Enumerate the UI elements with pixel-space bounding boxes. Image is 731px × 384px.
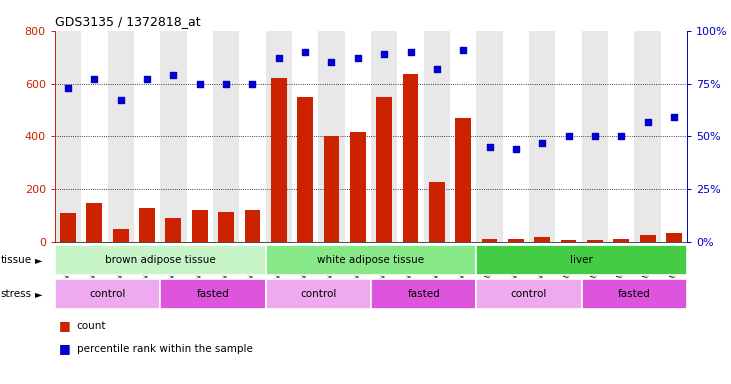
Bar bbox=[81, 31, 107, 242]
Bar bbox=[508, 239, 524, 242]
Bar bbox=[192, 210, 208, 242]
Bar bbox=[582, 31, 608, 242]
Bar bbox=[86, 203, 102, 242]
Point bbox=[510, 146, 522, 152]
Point bbox=[141, 76, 153, 83]
Point bbox=[220, 81, 232, 87]
Point bbox=[668, 114, 680, 121]
Text: fasted: fasted bbox=[407, 289, 440, 299]
Bar bbox=[160, 279, 265, 309]
Point bbox=[537, 140, 548, 146]
Text: brown adipose tissue: brown adipose tissue bbox=[105, 255, 216, 265]
Bar bbox=[477, 31, 503, 242]
Point bbox=[458, 47, 469, 53]
Bar bbox=[298, 97, 313, 242]
Text: tissue: tissue bbox=[1, 255, 32, 265]
Point bbox=[167, 72, 179, 78]
Point bbox=[642, 118, 654, 124]
Text: control: control bbox=[511, 289, 548, 299]
Bar bbox=[265, 31, 292, 242]
Text: stress: stress bbox=[1, 289, 32, 299]
Bar bbox=[661, 31, 687, 242]
Text: white adipose tissue: white adipose tissue bbox=[317, 255, 425, 265]
Bar bbox=[55, 279, 160, 309]
Bar bbox=[398, 31, 424, 242]
Point bbox=[62, 85, 74, 91]
Bar bbox=[403, 74, 418, 242]
Bar bbox=[450, 31, 477, 242]
Bar bbox=[139, 208, 155, 242]
Text: ■: ■ bbox=[58, 342, 70, 355]
Bar bbox=[324, 136, 339, 242]
Text: liver: liver bbox=[570, 255, 593, 265]
Text: control: control bbox=[89, 289, 126, 299]
Bar bbox=[113, 229, 129, 242]
Text: fasted: fasted bbox=[197, 289, 230, 299]
Bar bbox=[134, 31, 160, 242]
Bar bbox=[371, 31, 398, 242]
Bar bbox=[376, 97, 392, 242]
Bar bbox=[608, 31, 635, 242]
Bar bbox=[455, 118, 471, 242]
Point bbox=[616, 133, 627, 139]
Point bbox=[484, 144, 496, 150]
Point bbox=[379, 51, 390, 57]
Bar bbox=[318, 31, 344, 242]
Bar bbox=[271, 78, 287, 242]
Bar bbox=[640, 235, 656, 242]
Bar bbox=[186, 31, 213, 242]
Bar bbox=[635, 31, 661, 242]
Bar bbox=[165, 218, 181, 242]
Bar bbox=[344, 31, 371, 242]
Point bbox=[88, 76, 100, 83]
Bar bbox=[666, 233, 682, 242]
Point bbox=[115, 98, 126, 104]
Point bbox=[273, 55, 284, 61]
Bar bbox=[244, 210, 260, 242]
Bar bbox=[292, 31, 318, 242]
Point bbox=[246, 81, 258, 87]
Bar bbox=[55, 31, 81, 242]
Bar bbox=[587, 240, 603, 242]
Point bbox=[194, 81, 205, 87]
Bar bbox=[582, 279, 687, 309]
Point bbox=[563, 133, 575, 139]
Point bbox=[589, 133, 601, 139]
Text: ►: ► bbox=[35, 255, 42, 265]
Bar bbox=[482, 239, 497, 242]
Bar bbox=[265, 245, 477, 275]
Bar bbox=[424, 31, 450, 242]
Bar bbox=[371, 279, 477, 309]
Bar bbox=[529, 31, 556, 242]
Text: GDS3135 / 1372818_at: GDS3135 / 1372818_at bbox=[55, 15, 200, 28]
Bar bbox=[556, 31, 582, 242]
Text: fasted: fasted bbox=[618, 289, 651, 299]
Bar bbox=[534, 237, 550, 242]
Bar bbox=[477, 245, 687, 275]
Bar bbox=[429, 182, 444, 242]
Point bbox=[325, 59, 337, 65]
Bar bbox=[350, 132, 366, 242]
Bar bbox=[503, 31, 529, 242]
Bar bbox=[107, 31, 134, 242]
Bar bbox=[55, 245, 265, 275]
Bar bbox=[561, 240, 577, 242]
Text: ■: ■ bbox=[58, 319, 70, 332]
Bar bbox=[60, 214, 76, 242]
Bar bbox=[218, 212, 234, 242]
Text: control: control bbox=[300, 289, 336, 299]
Point bbox=[352, 55, 363, 61]
Bar bbox=[213, 31, 239, 242]
Point bbox=[299, 49, 311, 55]
Bar bbox=[265, 279, 371, 309]
Bar bbox=[613, 239, 629, 242]
Bar bbox=[160, 31, 186, 242]
Text: count: count bbox=[77, 321, 106, 331]
Text: ►: ► bbox=[35, 289, 42, 299]
Text: percentile rank within the sample: percentile rank within the sample bbox=[77, 344, 253, 354]
Bar bbox=[239, 31, 265, 242]
Point bbox=[431, 66, 443, 72]
Bar bbox=[477, 279, 582, 309]
Point bbox=[405, 49, 417, 55]
